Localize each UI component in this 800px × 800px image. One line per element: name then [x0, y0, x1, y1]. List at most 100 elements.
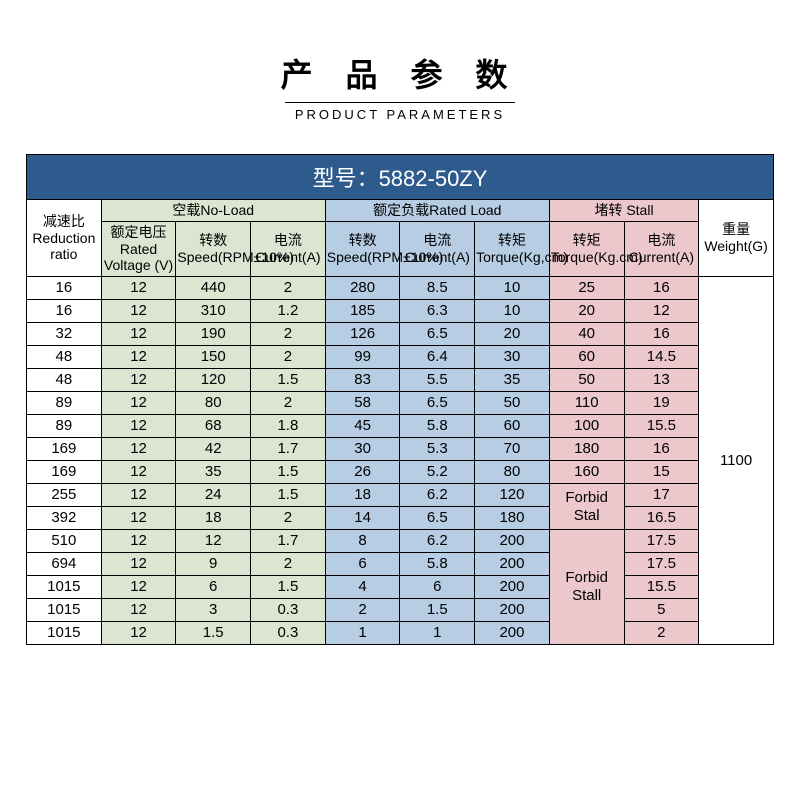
- cell: 48: [27, 369, 102, 392]
- cell: 100: [549, 415, 624, 438]
- cell: 68: [176, 415, 251, 438]
- cell: 510: [27, 530, 102, 553]
- table-row: 16912421.7305.37018016: [27, 438, 774, 461]
- cell: 5.2: [400, 461, 475, 484]
- cell: 42: [176, 438, 251, 461]
- cell: 20: [549, 300, 624, 323]
- title-english: PRODUCT PARAMETERS: [285, 102, 515, 122]
- cell: 8: [325, 530, 400, 553]
- cell: 14.5: [624, 346, 699, 369]
- table-row: 39212182146.518016.5: [27, 507, 774, 530]
- hdr-rated-section: 额定负载Rated Load: [325, 200, 549, 222]
- cell: 30: [325, 438, 400, 461]
- cell: 6.5: [400, 507, 475, 530]
- cell: 12: [101, 369, 176, 392]
- cell: 310: [176, 300, 251, 323]
- cell: 16: [624, 438, 699, 461]
- table-row: 48121201.5835.5355013: [27, 369, 774, 392]
- cell: 6: [400, 576, 475, 599]
- cell: 13: [624, 369, 699, 392]
- title-block: 产 品 参 数 PRODUCT PARAMETERS: [0, 0, 800, 154]
- cell: 6.4: [400, 346, 475, 369]
- cell: 120: [475, 484, 550, 507]
- cell: 12: [101, 438, 176, 461]
- cell: 16: [27, 277, 102, 300]
- cell: 80: [176, 392, 251, 415]
- cell: 8.5: [400, 277, 475, 300]
- cell: 1.2: [251, 300, 326, 323]
- table-row: 694129265.820017.5: [27, 553, 774, 576]
- cell: 200: [475, 530, 550, 553]
- cell: 16: [624, 277, 699, 300]
- cell: 392: [27, 507, 102, 530]
- cell: 17.5: [624, 530, 699, 553]
- cell: 6.2: [400, 530, 475, 553]
- cell: 60: [549, 346, 624, 369]
- cell: 12: [101, 553, 176, 576]
- cell: 2: [325, 599, 400, 622]
- cell: 2: [251, 507, 326, 530]
- cell: 15: [624, 461, 699, 484]
- cell: 5.8: [400, 553, 475, 576]
- spec-table-wrap: 型号：5882-50ZY 减速比Reduction ratio 空载No-Loa…: [0, 154, 800, 645]
- cell: 18: [176, 507, 251, 530]
- cell: 35: [475, 369, 550, 392]
- cell: 1: [400, 622, 475, 645]
- cell: 12: [176, 530, 251, 553]
- cell: 4: [325, 576, 400, 599]
- hdr-stall-section: 堵转 Stall: [549, 200, 698, 222]
- cell: 12: [101, 599, 176, 622]
- cell: 17.5: [624, 553, 699, 576]
- cell: 280: [325, 277, 400, 300]
- cell: 32: [27, 323, 102, 346]
- cell: 5: [624, 599, 699, 622]
- cell: 1.5: [251, 369, 326, 392]
- hdr-voltage: 额定电压Rated Voltage (V): [101, 221, 176, 276]
- cell: 150: [176, 346, 251, 369]
- cell: 2: [251, 277, 326, 300]
- cell: 70: [475, 438, 550, 461]
- cell: 12: [101, 461, 176, 484]
- cell: 6.5: [400, 323, 475, 346]
- cell: 5.8: [400, 415, 475, 438]
- cell: 6.5: [400, 392, 475, 415]
- cell: 1.5: [251, 484, 326, 507]
- cell: 9: [176, 553, 251, 576]
- cell: 2: [251, 392, 326, 415]
- cell: 190: [176, 323, 251, 346]
- cell: 12: [101, 507, 176, 530]
- cell: 1.7: [251, 438, 326, 461]
- cell: 89: [27, 392, 102, 415]
- cell: 12: [101, 484, 176, 507]
- cell: 6: [325, 553, 400, 576]
- hdr-r-current: 电流Current(A): [400, 221, 475, 276]
- hdr-s-torque: 转矩Torque(Kg.cm): [549, 221, 624, 276]
- table-row: 161244022808.51025161100: [27, 277, 774, 300]
- cell: 6: [176, 576, 251, 599]
- cell: 440: [176, 277, 251, 300]
- cell: 185: [325, 300, 400, 323]
- cell: 99: [325, 346, 400, 369]
- table-row: 25512241.5186.2120Forbid Stal17: [27, 484, 774, 507]
- cell: 14: [325, 507, 400, 530]
- cell: 120: [176, 369, 251, 392]
- cell: 60: [475, 415, 550, 438]
- cell: 12: [101, 300, 176, 323]
- cell: 12: [101, 323, 176, 346]
- cell: 200: [475, 576, 550, 599]
- table-row: 10151261.54620015.5: [27, 576, 774, 599]
- table-row: 321219021266.5204016: [27, 323, 774, 346]
- spec-table: 减速比Reduction ratio 空载No-Load 额定负载Rated L…: [26, 199, 774, 645]
- cell: 2: [251, 553, 326, 576]
- hdr-nl-current: 电流Current(A): [251, 221, 326, 276]
- cell: 80: [475, 461, 550, 484]
- cell: 48: [27, 346, 102, 369]
- cell: 0.3: [251, 599, 326, 622]
- cell: 19: [624, 392, 699, 415]
- cell: 50: [549, 369, 624, 392]
- table-row: 16912351.5265.28016015: [27, 461, 774, 484]
- cell: 5.5: [400, 369, 475, 392]
- table-row: 48121502996.4306014.5: [27, 346, 774, 369]
- cell: 12: [101, 415, 176, 438]
- cell: 18: [325, 484, 400, 507]
